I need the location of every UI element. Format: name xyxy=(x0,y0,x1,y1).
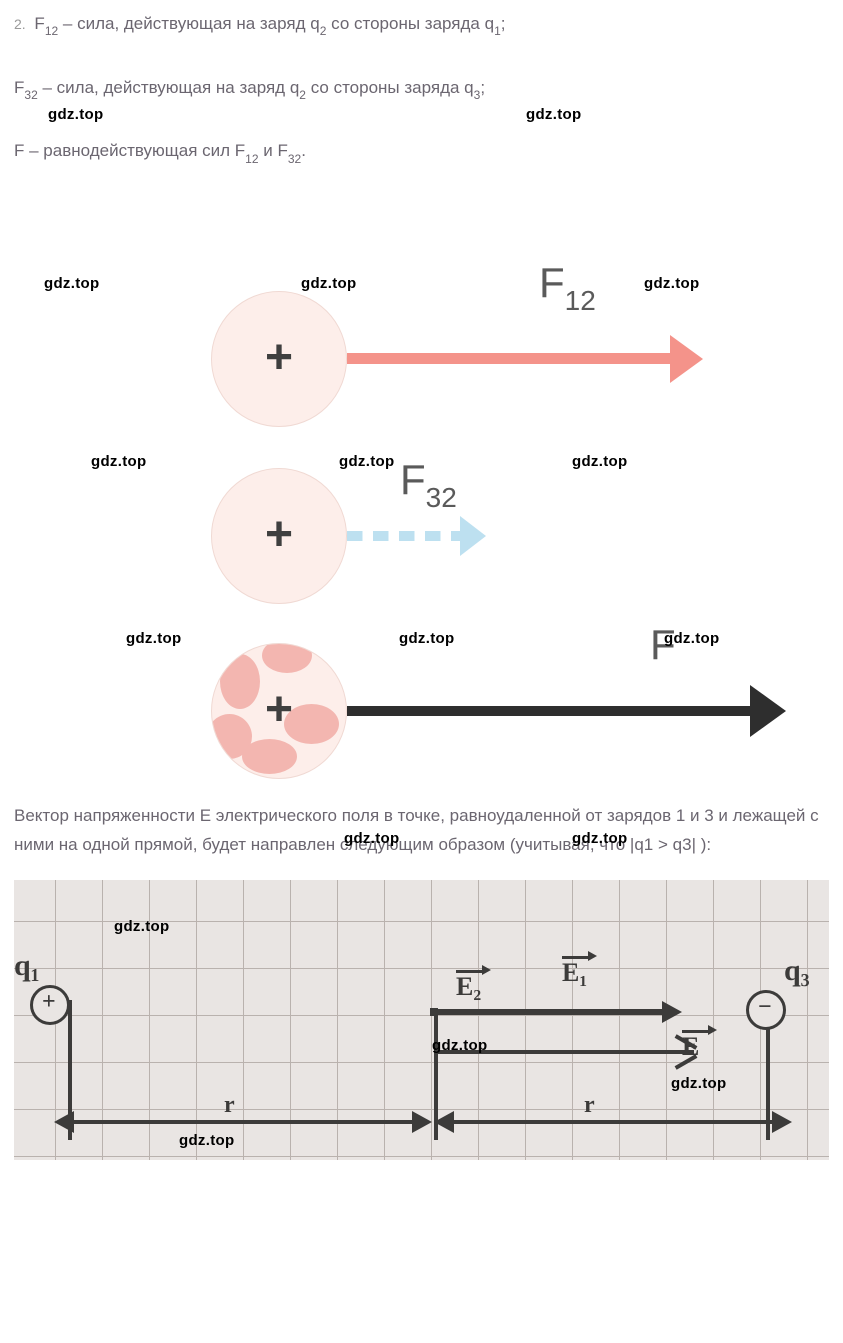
arrow-head-icon xyxy=(670,335,703,383)
sketch-label: E xyxy=(682,1032,699,1062)
efield-paragraph: Вектор напряженности E электрического по… xyxy=(14,801,826,861)
plus-icon: + xyxy=(265,686,293,734)
plus-icon: + xyxy=(265,511,293,559)
sketch-label: q₃ xyxy=(784,954,810,988)
f12-symbol: F12 xyxy=(34,14,58,33)
vector-over-icon xyxy=(562,956,590,959)
arrow-head-icon xyxy=(662,1001,682,1023)
plus-icon: + xyxy=(265,334,293,382)
f32-symbol: F32 xyxy=(14,78,38,97)
item-number: 2. xyxy=(14,16,26,32)
force-label: F xyxy=(650,621,676,669)
vector-over-icon xyxy=(682,1030,710,1033)
arrow-head-icon xyxy=(482,965,491,975)
sketch-line xyxy=(434,1009,664,1015)
sketch-label: r xyxy=(224,1092,235,1119)
sketch-line xyxy=(434,1050,694,1054)
sketch-line xyxy=(452,1120,774,1124)
page-root: 2. F12 – сила, действующая на заряд q2 с… xyxy=(14,10,829,1160)
arrow-head-icon xyxy=(460,516,486,556)
force-label: F32 xyxy=(400,456,457,510)
definition-line-2: F32 – сила, действующая на заряд q2 со с… xyxy=(14,74,829,104)
arrow-head-icon xyxy=(588,951,597,961)
definition-line-3: F – равнодействующая сил F12 и F32. xyxy=(14,137,829,167)
force-arrow-dashed xyxy=(347,531,462,541)
sketch-line xyxy=(72,1120,414,1124)
sketch-label: E₂ xyxy=(456,972,481,1002)
force-vector-diagram: + F12 + F32 + F xyxy=(14,221,829,791)
force-arrow xyxy=(347,706,754,716)
arrow-head-icon xyxy=(772,1111,792,1133)
sketch-label: q₁ xyxy=(14,949,40,983)
arrow-head-icon xyxy=(708,1025,717,1035)
charge-sign: + xyxy=(42,989,56,1016)
vector-over-icon xyxy=(456,970,484,973)
arrow-head-icon xyxy=(750,685,786,737)
arrow-head-icon xyxy=(54,1111,74,1133)
force-label: F12 xyxy=(539,259,596,313)
definition-line-1: 2. F12 – сила, действующая на заряд q2 с… xyxy=(14,10,829,40)
sketch-label: r xyxy=(584,1092,595,1119)
charge-sign: − xyxy=(758,994,772,1021)
efield-sketch: +q₁ −q₃ E₁ E₂ Er r xyxy=(14,880,829,1160)
arrow-head-icon xyxy=(434,1111,454,1133)
sketch-label: E₁ xyxy=(562,958,587,988)
force-arrow xyxy=(347,353,674,364)
arrow-head-icon xyxy=(412,1111,432,1133)
